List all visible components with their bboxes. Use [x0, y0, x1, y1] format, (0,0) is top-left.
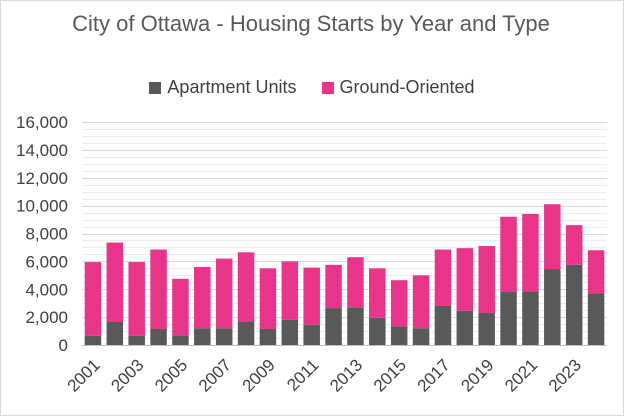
bar-ground-oriented — [369, 268, 386, 318]
x-tick-label: 2019 — [457, 355, 497, 395]
x-tick-label: 2017 — [414, 355, 454, 395]
bar-ground-oriented — [500, 216, 517, 293]
bar-ground-oriented — [237, 252, 255, 323]
chart-title: City of Ottawa - Housing Starts by Year … — [72, 11, 550, 36]
bar-apartment-units — [194, 328, 211, 345]
bar-apartment-units — [303, 324, 320, 345]
x-tick-label: 2001 — [64, 355, 104, 395]
bar-apartment-units — [478, 312, 495, 345]
bar-apartment-units — [106, 322, 124, 345]
bar-apartment-units — [281, 319, 299, 345]
bar-apartment-units — [390, 326, 408, 345]
bar-apartment-units — [128, 335, 145, 345]
y-tick-label: 4,000 — [25, 280, 68, 299]
bar-ground-oriented — [325, 264, 342, 309]
x-tick-label: 2021 — [501, 355, 541, 395]
bar-ground-oriented — [347, 257, 364, 308]
chart-legend: Apartment Units Ground-Oriented — [0, 77, 624, 99]
y-tick-label: 14,000 — [16, 141, 68, 160]
bar-ground-oriented — [565, 225, 583, 265]
x-tick-label: 2009 — [239, 355, 279, 395]
bar-ground-oriented — [84, 262, 102, 336]
bar-ground-oriented — [412, 275, 430, 329]
bar-ground-oriented — [303, 267, 320, 325]
y-tick-label: 16,000 — [16, 113, 68, 132]
bar-apartment-units — [84, 335, 102, 345]
y-tick-label: 6,000 — [25, 252, 68, 271]
bar-apartment-units — [565, 264, 583, 345]
x-tick-label: 2023 — [545, 355, 585, 395]
bar-ground-oriented — [522, 213, 539, 292]
x-tick-label: 2011 — [283, 355, 322, 394]
bar-ground-oriented — [587, 250, 605, 294]
bar-apartment-units — [369, 317, 386, 345]
bar-apartment-units — [172, 335, 189, 345]
y-tick-label: 0 — [59, 336, 68, 355]
bar-ground-oriented — [215, 258, 233, 329]
legend-swatch-ground — [321, 81, 334, 94]
bar-ground-oriented — [172, 278, 189, 336]
bar-apartment-units — [150, 328, 167, 345]
legend-item-ground: Ground-Oriented — [321, 77, 475, 98]
legend-item-apartment: Apartment Units — [149, 77, 296, 98]
bar-apartment-units — [215, 328, 233, 345]
bar-apartment-units — [500, 292, 517, 345]
bar-ground-oriented — [128, 262, 145, 336]
y-tick-label: 12,000 — [16, 169, 68, 188]
x-tick-label: 2003 — [107, 355, 147, 395]
bar-ground-oriented — [478, 246, 495, 313]
bar-ground-oriented — [456, 248, 474, 311]
bar-ground-oriented — [281, 261, 299, 320]
bar-apartment-units — [259, 328, 277, 345]
bar-ground-oriented — [259, 268, 277, 329]
x-tick-label: 2007 — [195, 355, 235, 395]
y-tick-label: 2,000 — [25, 308, 68, 327]
x-tick-label: 2015 — [370, 355, 410, 395]
bar-ground-oriented — [194, 266, 211, 329]
bar-apartment-units — [522, 291, 539, 345]
x-tick-label: 2013 — [326, 355, 366, 395]
x-tick-label: 2005 — [151, 355, 191, 395]
legend-label-ground: Ground-Oriented — [339, 77, 475, 97]
bar-ground-oriented — [150, 249, 167, 329]
bar-apartment-units — [456, 310, 474, 345]
bar-ground-oriented — [544, 204, 561, 270]
bar-apartment-units — [347, 307, 364, 345]
bar-apartment-units — [237, 322, 255, 345]
y-tick-label: 8,000 — [25, 225, 68, 244]
legend-label-apartment: Apartment Units — [167, 77, 297, 97]
bar-apartment-units — [587, 293, 605, 345]
bar-ground-oriented — [106, 242, 124, 323]
bar-apartment-units — [412, 328, 430, 345]
y-tick-label: 10,000 — [16, 197, 68, 216]
legend-swatch-apartment — [149, 81, 162, 94]
bar-apartment-units — [434, 305, 452, 345]
bar-ground-oriented — [434, 249, 452, 306]
bar-ground-oriented — [390, 280, 408, 327]
bar-apartment-units — [544, 269, 561, 345]
bar-apartment-units — [325, 308, 342, 345]
